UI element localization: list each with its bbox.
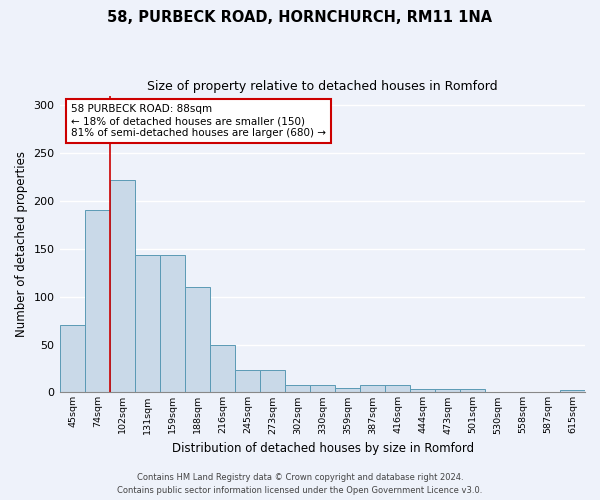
Bar: [360, 384, 385, 392]
Bar: [160, 254, 185, 392]
Bar: [60, 326, 85, 392]
Bar: [335, 388, 360, 392]
Bar: [135, 254, 160, 392]
Bar: [85, 210, 110, 392]
Bar: [110, 180, 135, 392]
Title: Size of property relative to detached houses in Romford: Size of property relative to detached ho…: [148, 80, 498, 93]
Text: 58 PURBECK ROAD: 88sqm
← 18% of detached houses are smaller (150)
81% of semi-de: 58 PURBECK ROAD: 88sqm ← 18% of detached…: [71, 104, 326, 138]
Bar: [385, 384, 410, 392]
Bar: [185, 287, 210, 393]
Bar: [235, 370, 260, 392]
Bar: [435, 388, 460, 392]
X-axis label: Distribution of detached houses by size in Romford: Distribution of detached houses by size …: [172, 442, 473, 455]
Bar: [260, 370, 285, 392]
Bar: [285, 384, 310, 392]
Bar: [560, 390, 585, 392]
Y-axis label: Number of detached properties: Number of detached properties: [15, 151, 28, 337]
Bar: [310, 384, 335, 392]
Bar: [460, 388, 485, 392]
Text: 58, PURBECK ROAD, HORNCHURCH, RM11 1NA: 58, PURBECK ROAD, HORNCHURCH, RM11 1NA: [107, 10, 493, 25]
Bar: [410, 388, 435, 392]
Bar: [210, 344, 235, 393]
Text: Contains HM Land Registry data © Crown copyright and database right 2024.
Contai: Contains HM Land Registry data © Crown c…: [118, 474, 482, 495]
